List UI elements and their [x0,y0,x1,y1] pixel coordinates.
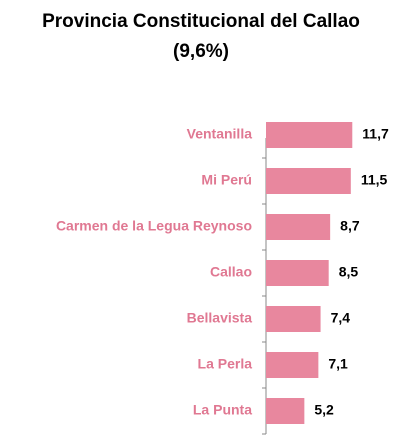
y-tick-label: Callao [210,264,252,280]
bar [266,306,321,332]
y-tick-label: Ventanilla [187,126,253,142]
bar [266,260,329,286]
data-label: 11,7 [362,126,389,142]
bar [266,168,351,194]
y-tick-label: Carmen de la Legua Reynoso [56,218,252,234]
bar [266,352,319,378]
data-label: 7,4 [331,310,351,326]
data-label: 8,5 [339,264,359,280]
y-tick-label: Bellavista [187,310,253,326]
y-tick-label: La Perla [198,356,253,372]
data-label: 8,7 [340,218,360,234]
data-label: 5,2 [314,402,334,418]
data-label: 7,1 [328,356,348,372]
bar [266,398,305,424]
y-tick-label: Mi Perú [201,172,252,188]
chart-title: Provincia Constitucional del Callao [42,11,360,32]
chart-title: (9,6%) [173,41,229,62]
bar [266,122,353,148]
data-label: 11,5 [361,172,388,188]
bar [266,214,331,240]
y-tick-label: La Punta [193,402,252,418]
